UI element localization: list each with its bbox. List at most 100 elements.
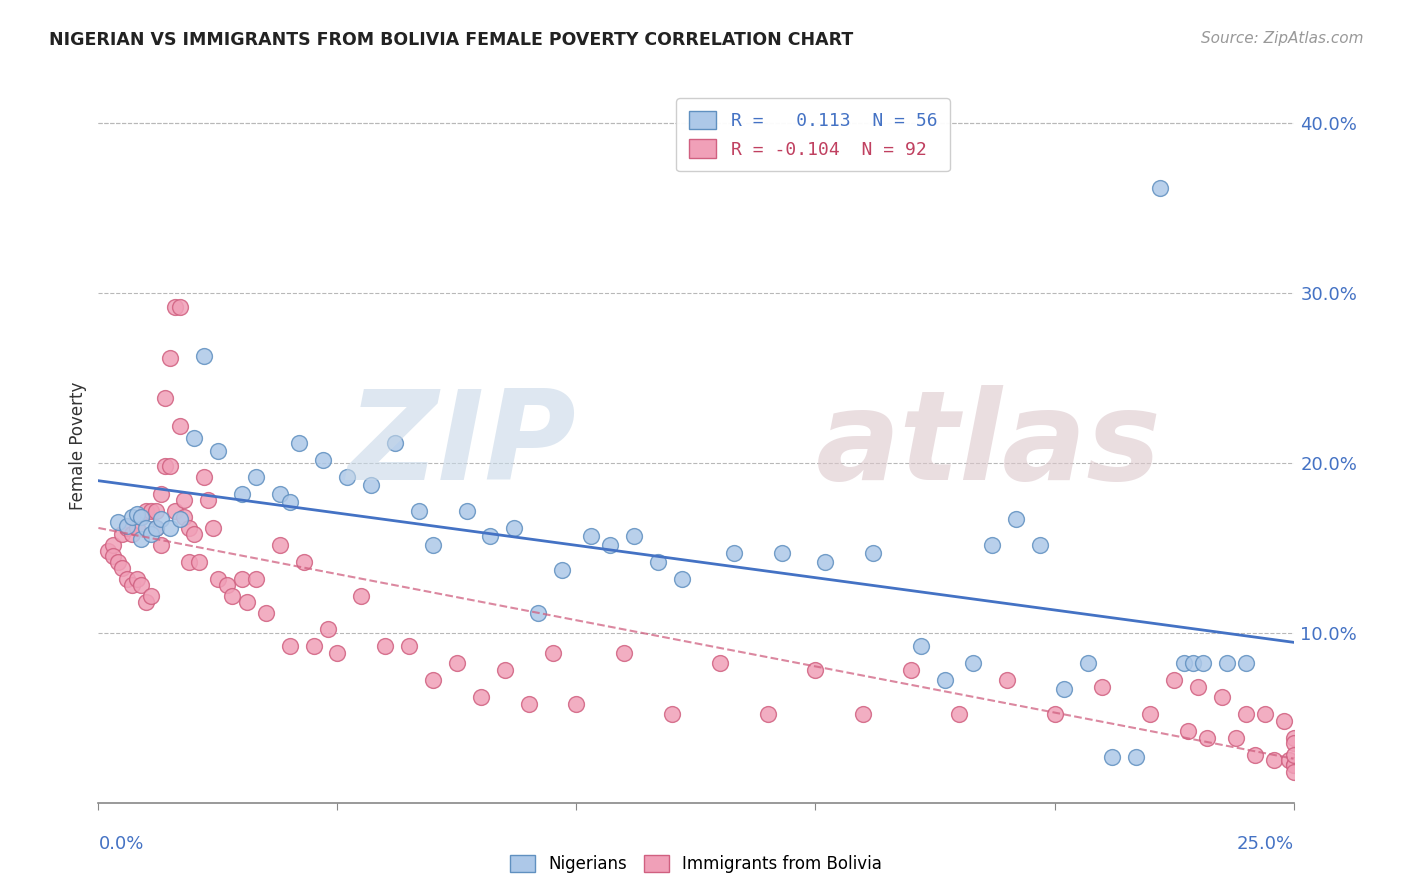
Point xyxy=(756,707,779,722)
Point xyxy=(292,555,315,569)
Point xyxy=(814,555,837,569)
Point xyxy=(125,520,148,534)
Point xyxy=(770,546,793,560)
Legend: Nigerians, Immigrants from Bolivia: Nigerians, Immigrants from Bolivia xyxy=(503,848,889,880)
Text: 0.0%: 0.0% xyxy=(98,835,143,853)
Point xyxy=(245,572,267,586)
Point xyxy=(995,673,1018,688)
Point xyxy=(155,392,177,406)
Point xyxy=(1177,724,1199,739)
Point xyxy=(278,640,301,654)
Point xyxy=(398,640,420,654)
Point xyxy=(1005,512,1028,526)
Point xyxy=(217,578,239,592)
Point xyxy=(326,646,349,660)
Point xyxy=(163,503,186,517)
Point xyxy=(1197,731,1219,746)
Point xyxy=(852,707,875,722)
Point xyxy=(135,520,157,534)
Point xyxy=(709,657,731,671)
Point xyxy=(125,507,148,521)
Point xyxy=(374,640,396,654)
Point xyxy=(207,444,229,458)
Point xyxy=(422,537,444,551)
Point xyxy=(1278,753,1301,767)
Point xyxy=(101,537,124,551)
Point xyxy=(1125,750,1147,764)
Point xyxy=(139,527,162,541)
Point xyxy=(207,572,229,586)
Point xyxy=(1282,765,1305,780)
Point xyxy=(179,520,201,534)
Point xyxy=(131,510,153,524)
Point xyxy=(169,512,191,526)
Point xyxy=(494,663,516,677)
Point xyxy=(202,520,225,534)
Point xyxy=(1282,758,1305,772)
Point xyxy=(1244,748,1267,763)
Point xyxy=(862,546,884,560)
Point xyxy=(135,595,157,609)
Point xyxy=(139,589,162,603)
Point xyxy=(350,589,373,603)
Point xyxy=(1282,758,1305,772)
Point xyxy=(115,572,138,586)
Point xyxy=(1149,180,1171,194)
Point xyxy=(1234,707,1257,722)
Point xyxy=(1091,680,1114,694)
Point xyxy=(1043,707,1066,722)
Point xyxy=(121,527,143,541)
Point xyxy=(1191,657,1213,671)
Point xyxy=(565,698,588,712)
Point xyxy=(900,663,922,677)
Point xyxy=(149,512,172,526)
Point xyxy=(360,478,382,492)
Point xyxy=(163,300,186,314)
Point xyxy=(149,486,172,500)
Point xyxy=(107,555,129,569)
Point xyxy=(131,533,153,547)
Text: ZIP: ZIP xyxy=(347,385,576,507)
Point xyxy=(111,527,134,541)
Point xyxy=(193,469,215,483)
Point xyxy=(1163,673,1185,688)
Point xyxy=(145,520,167,534)
Point xyxy=(1029,537,1052,551)
Point xyxy=(408,503,430,517)
Point xyxy=(1225,731,1247,746)
Point xyxy=(145,520,167,534)
Point xyxy=(517,698,540,712)
Point xyxy=(115,520,138,534)
Point xyxy=(661,707,683,722)
Point xyxy=(1139,707,1161,722)
Point xyxy=(235,595,257,609)
Point xyxy=(422,673,444,688)
Point xyxy=(623,529,645,543)
Point xyxy=(173,493,195,508)
Point xyxy=(193,349,215,363)
Point xyxy=(288,435,311,450)
Point xyxy=(316,623,339,637)
Text: 25.0%: 25.0% xyxy=(1236,835,1294,853)
Point xyxy=(948,707,970,722)
Point xyxy=(269,537,291,551)
Point xyxy=(131,510,153,524)
Point xyxy=(149,537,172,551)
Point xyxy=(254,606,277,620)
Point xyxy=(470,690,492,705)
Point xyxy=(1282,731,1305,746)
Point xyxy=(551,563,574,577)
Point xyxy=(446,657,468,671)
Point xyxy=(155,459,177,474)
Point xyxy=(804,663,827,677)
Point xyxy=(197,493,219,508)
Point xyxy=(278,495,301,509)
Point xyxy=(159,459,181,474)
Point xyxy=(135,503,157,517)
Point xyxy=(97,544,120,558)
Point xyxy=(527,606,550,620)
Point xyxy=(245,469,267,483)
Point xyxy=(131,578,153,592)
Point xyxy=(541,646,564,660)
Point xyxy=(456,503,478,517)
